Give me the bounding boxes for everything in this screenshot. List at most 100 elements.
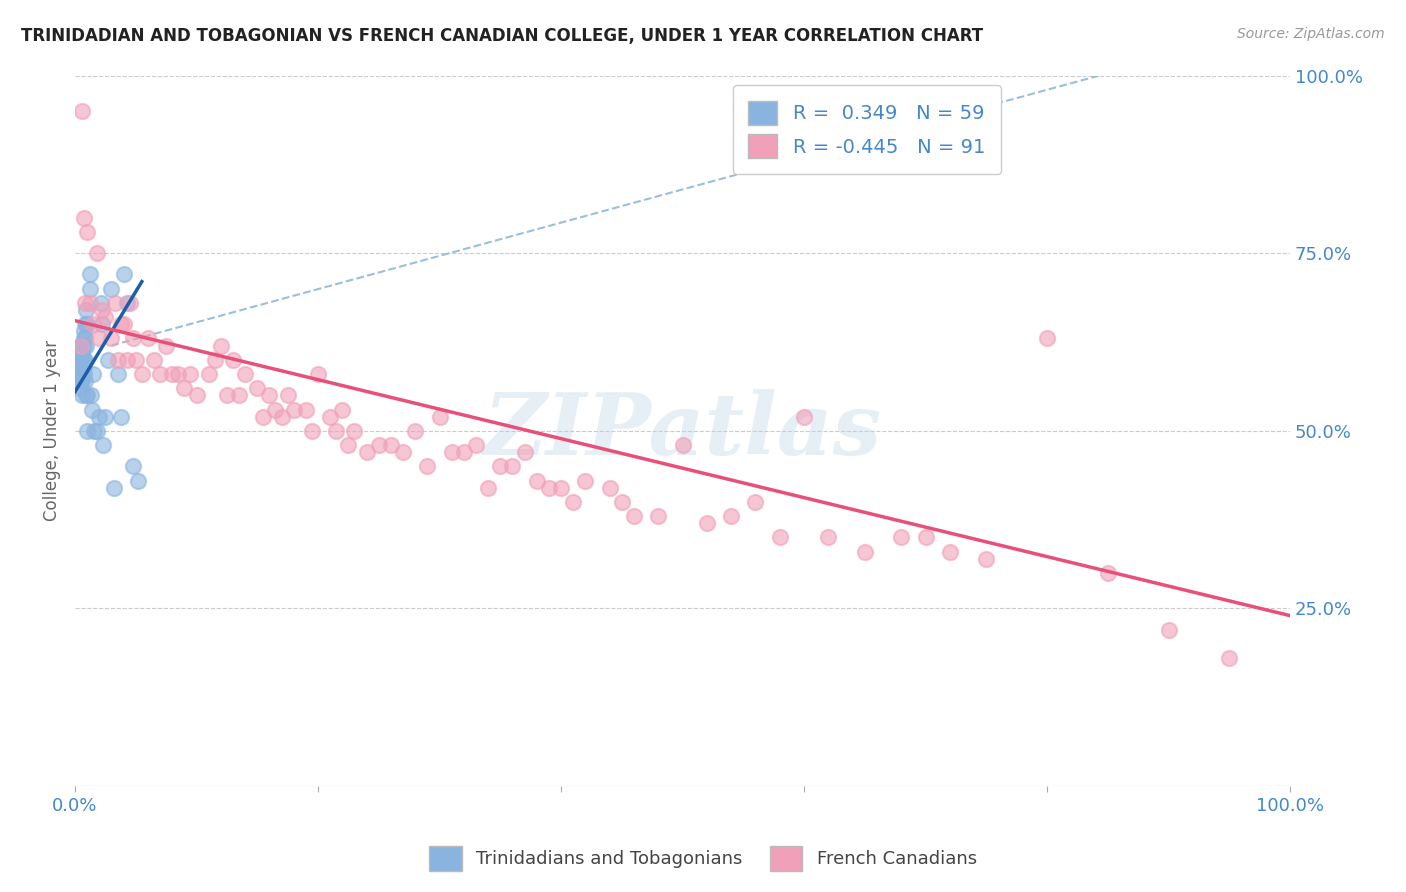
- Point: [97, 352, 120, 367]
- Point: [440, 445, 463, 459]
- Point: [501, 459, 523, 474]
- Point: [76, 388, 98, 402]
- Point: [70, 352, 93, 367]
- Point: [73, 374, 96, 388]
- Point: [76, 424, 98, 438]
- Point: [562, 495, 585, 509]
- Point: [83, 424, 105, 438]
- Point: [453, 445, 475, 459]
- Point: [356, 445, 378, 459]
- Point: [79, 268, 101, 282]
- Point: [1218, 651, 1240, 665]
- Point: [574, 474, 596, 488]
- Point: [392, 445, 415, 459]
- Point: [404, 424, 426, 438]
- Point: [89, 409, 111, 424]
- Point: [307, 367, 329, 381]
- Point: [179, 367, 201, 381]
- Point: [136, 331, 159, 345]
- Point: [110, 317, 132, 331]
- Point: [90, 303, 112, 318]
- Point: [696, 516, 718, 531]
- Point: [143, 352, 166, 367]
- Point: [914, 530, 936, 544]
- Point: [72, 359, 94, 374]
- Point: [72, 345, 94, 359]
- Point: [623, 509, 645, 524]
- Point: [70, 359, 93, 374]
- Point: [416, 459, 439, 474]
- Point: [70, 374, 93, 388]
- Point: [70, 352, 93, 367]
- Point: [222, 352, 245, 367]
- Point: [94, 310, 117, 325]
- Text: ZIPatlas: ZIPatlas: [484, 389, 882, 473]
- Point: [131, 367, 153, 381]
- Point: [69, 374, 91, 388]
- Point: [72, 367, 94, 381]
- Point: [117, 296, 139, 310]
- Point: [70, 367, 93, 381]
- Point: [112, 268, 135, 282]
- Point: [233, 367, 256, 381]
- Point: [526, 474, 548, 488]
- Point: [72, 103, 94, 118]
- Point: [325, 424, 347, 438]
- Point: [118, 296, 141, 310]
- Point: [76, 225, 98, 239]
- Point: [720, 509, 742, 524]
- Point: [465, 438, 488, 452]
- Point: [817, 530, 839, 544]
- Point: [252, 409, 274, 424]
- Point: [343, 424, 366, 438]
- Point: [330, 402, 353, 417]
- Text: TRINIDADIAN AND TOBAGONIAN VS FRENCH CANADIAN COLLEGE, UNDER 1 YEAR CORRELATION : TRINIDADIAN AND TOBAGONIAN VS FRENCH CAN…: [21, 27, 983, 45]
- Point: [974, 551, 997, 566]
- Point: [73, 331, 96, 345]
- Point: [79, 282, 101, 296]
- Point: [107, 367, 129, 381]
- Point: [125, 352, 148, 367]
- Point: [1036, 331, 1059, 345]
- Point: [122, 331, 145, 345]
- Point: [72, 367, 94, 381]
- Point: [70, 338, 93, 352]
- Point: [72, 338, 94, 352]
- Point: [149, 367, 172, 381]
- Point: [80, 388, 103, 402]
- Point: [72, 352, 94, 367]
- Point: [112, 317, 135, 331]
- Point: [853, 544, 876, 558]
- Point: [186, 388, 208, 402]
- Point: [72, 352, 94, 367]
- Point: [337, 438, 360, 452]
- Point: [647, 509, 669, 524]
- Point: [610, 495, 633, 509]
- Point: [73, 352, 96, 367]
- Point: [76, 317, 98, 331]
- Point: [160, 367, 183, 381]
- Point: [277, 388, 299, 402]
- Point: [367, 438, 389, 452]
- Point: [90, 317, 112, 331]
- Point: [197, 367, 219, 381]
- Point: [103, 481, 125, 495]
- Point: [270, 409, 292, 424]
- Point: [70, 367, 93, 381]
- Point: [75, 338, 97, 352]
- Point: [939, 544, 962, 558]
- Point: [82, 317, 104, 331]
- Text: Source: ZipAtlas.com: Source: ZipAtlas.com: [1237, 27, 1385, 41]
- Point: [69, 338, 91, 352]
- Point: [155, 338, 177, 352]
- Point: [70, 338, 93, 352]
- Point: [72, 211, 94, 225]
- Point: [72, 388, 94, 402]
- Point: [69, 367, 91, 381]
- Point: [117, 352, 139, 367]
- Point: [91, 438, 114, 452]
- Point: [75, 303, 97, 318]
- Point: [380, 438, 402, 452]
- Point: [79, 296, 101, 310]
- Point: [550, 481, 572, 495]
